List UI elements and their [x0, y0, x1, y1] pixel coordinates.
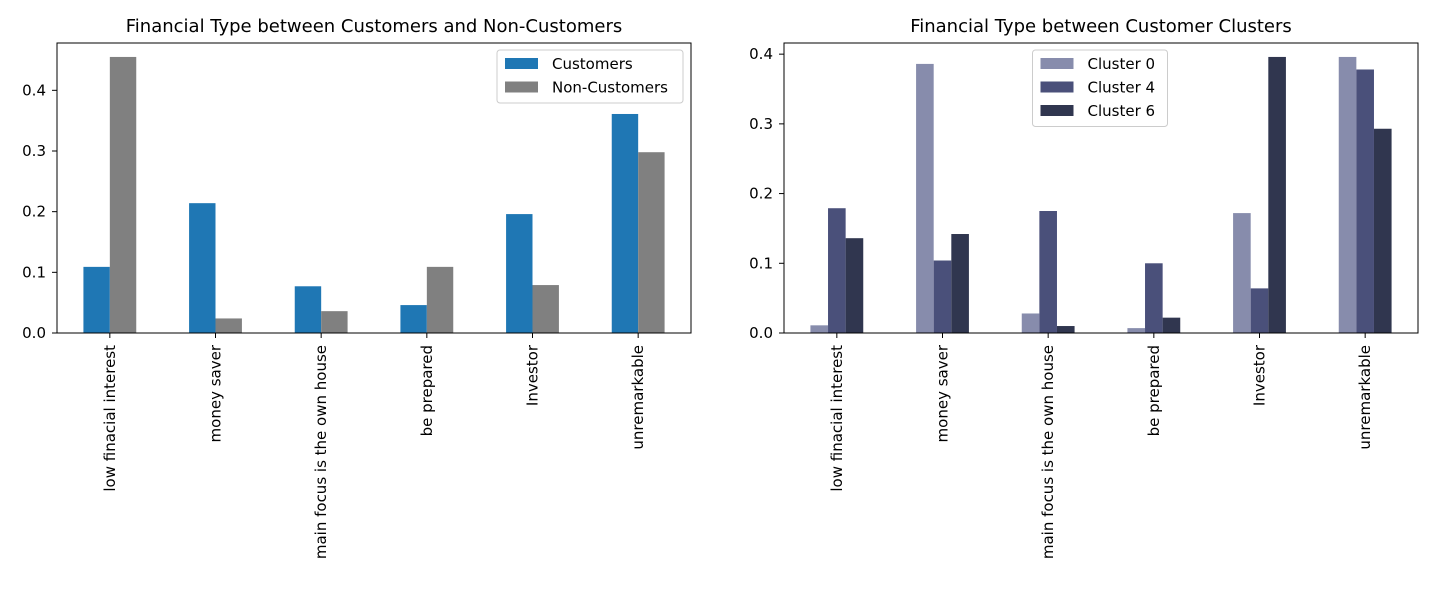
- y-tick-label: 0.1: [749, 254, 773, 272]
- legend-swatch: [505, 81, 538, 93]
- x-tick-label: low finacial interest: [828, 345, 846, 492]
- bar: [1162, 317, 1181, 333]
- x-tick-label: Investor: [1251, 344, 1269, 406]
- series-2: [828, 69, 1374, 334]
- x-tick-label: main focus is the own house: [1039, 345, 1057, 559]
- bar: [1338, 56, 1357, 333]
- x-tick-label: money saver: [934, 344, 952, 442]
- bar: [426, 266, 454, 333]
- legend-swatch: [1040, 105, 1074, 116]
- bar: [1145, 263, 1163, 333]
- legend-label: Cluster 0: [1088, 55, 1156, 73]
- legend-swatch: [1040, 81, 1074, 93]
- series-2: [109, 56, 665, 333]
- series-1: [83, 113, 639, 333]
- y-tick-label: 0.2: [22, 203, 46, 221]
- x-tick-label: main focus is the own house: [312, 345, 330, 559]
- x-tick-label: unremarkable: [629, 345, 647, 450]
- bar: [1127, 328, 1146, 333]
- bar: [951, 234, 969, 333]
- y-tick-label: 0.4: [22, 81, 46, 99]
- bar: [1373, 128, 1392, 333]
- bar: [506, 214, 533, 333]
- bar: [1056, 326, 1075, 333]
- bar: [1250, 288, 1269, 333]
- legend: Customers Non-Customers: [496, 49, 684, 104]
- bar: [810, 325, 829, 333]
- legend-swatch: [1040, 58, 1074, 69]
- legend-label: Cluster 6: [1088, 102, 1156, 120]
- x-tick-label: Investor: [524, 344, 542, 406]
- plot-frame: [56, 42, 692, 334]
- bar: [321, 311, 348, 333]
- x-tick-label: be prepared: [1145, 345, 1163, 436]
- y-tick-label: 0.0: [749, 324, 773, 342]
- y-tick-label: 0.1: [22, 263, 46, 281]
- chart-2: Financial Type between Customer Clusters…: [749, 16, 1419, 559]
- bar: [845, 238, 864, 333]
- chart-1: Financial Type between Customers and Non…: [22, 16, 692, 559]
- bar: [83, 266, 110, 333]
- y-tick-label: 0.0: [22, 324, 46, 342]
- bar: [1021, 313, 1040, 333]
- bar: [1039, 211, 1057, 333]
- bar: [1233, 213, 1251, 333]
- legend-swatch: [505, 58, 538, 69]
- y-tick-label: 0.3: [749, 115, 773, 133]
- legend-label: Non-Customers: [552, 79, 668, 97]
- bar: [1356, 69, 1374, 334]
- bar: [638, 152, 665, 333]
- plot-frame: [783, 42, 1419, 334]
- bar: [294, 286, 322, 333]
- bar: [215, 318, 242, 333]
- bar: [933, 260, 952, 333]
- chart-title: Financial Type between Customers and Non…: [126, 16, 622, 37]
- bar: [1268, 56, 1286, 333]
- bar: [109, 56, 137, 333]
- x-tick-label: unremarkable: [1356, 345, 1374, 450]
- series-1: [810, 56, 1357, 333]
- legend: Cluster 0 Cluster 4 Cluster 6: [1032, 49, 1168, 127]
- y-tick-label: 0.2: [749, 185, 773, 203]
- bar: [916, 63, 934, 333]
- bar: [828, 208, 846, 333]
- bar: [189, 203, 216, 333]
- bar: [532, 285, 559, 333]
- x-tick-label: money saver: [207, 344, 225, 442]
- legend-box: [496, 49, 684, 104]
- x-tick-label: be prepared: [418, 345, 436, 436]
- x-tick-label: low finacial interest: [101, 345, 119, 492]
- legend-label: Customers: [552, 55, 633, 73]
- y-tick-label: 0.4: [749, 45, 773, 63]
- legend-label: Cluster 4: [1088, 79, 1156, 97]
- chart-title: Financial Type between Customer Clusters: [910, 16, 1292, 37]
- bar: [400, 305, 427, 333]
- series-3: [845, 56, 1392, 333]
- bar: [611, 113, 639, 333]
- y-tick-label: 0.3: [22, 142, 46, 160]
